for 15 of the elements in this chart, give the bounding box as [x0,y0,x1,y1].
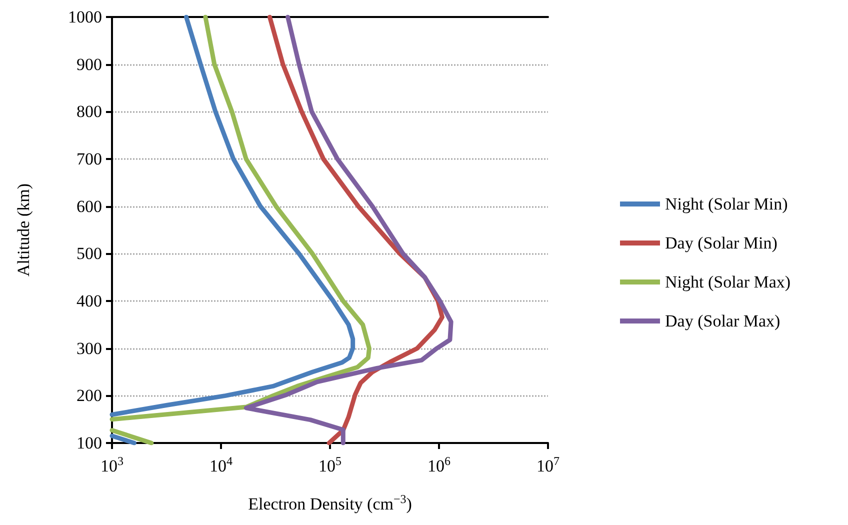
y-axis-title: Altitude (km) [14,183,33,277]
y-tick-label: 200 [76,386,102,406]
y-tick-label: 400 [76,292,102,310]
y-tick-label: 700 [76,150,102,168]
legend-label: Night (Solar Max) [665,272,791,292]
y-tick-label: 600 [76,196,102,216]
legend-label: Day (Solar Max) [665,312,780,330]
y-tick-label: 100 [76,434,102,452]
y-tick-label: 800 [76,102,102,122]
y-tick-label: 900 [76,54,102,74]
y-tick-label: 1000 [68,8,102,26]
legend-label: Day (Solar Min) [665,234,778,252]
legend-label: Night (Solar Min) [665,194,788,214]
y-tick-label: 500 [76,244,102,264]
y-tick-label: 300 [76,338,102,358]
